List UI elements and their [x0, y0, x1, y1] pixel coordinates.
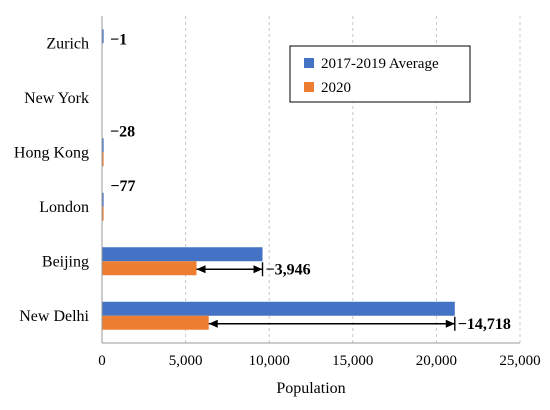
difference-label: −28 [110, 123, 135, 140]
category-label: Zurich [46, 35, 89, 52]
bar-baseline-average [102, 192, 104, 207]
category-label: London [39, 199, 89, 216]
difference-arrow-head [253, 265, 263, 274]
difference-label: −3,946 [266, 261, 311, 278]
legend-swatch [304, 82, 314, 92]
bar-baseline-average [102, 301, 455, 316]
difference-arrow-head [196, 265, 206, 274]
bar-baseline-average [102, 247, 263, 262]
x-tick-label: 25,000 [499, 353, 540, 369]
x-axis-title: Population [276, 380, 345, 397]
x-tick-label: 0 [98, 353, 106, 369]
bar-year-2020 [102, 206, 104, 221]
bar-year-2020 [102, 315, 209, 330]
bars [102, 29, 455, 330]
category-label: Hong Kong [14, 144, 89, 161]
x-tick-label: 5,000 [169, 353, 203, 369]
x-tick-label: 10,000 [249, 353, 290, 369]
bar-year-2020 [102, 261, 197, 276]
legend-box [289, 45, 471, 103]
legend-swatch [304, 58, 314, 68]
x-tick-label: 20,000 [416, 353, 457, 369]
x-tick-label: 15,000 [332, 353, 373, 369]
category-label: New York [24, 90, 89, 107]
difference-annotations: −1 −28 −77 −3,946 −14,718 [110, 31, 511, 333]
category-label: New Delhi [19, 308, 89, 325]
axes: Zurich New York Hong Kong London Beijing New … [14, 16, 541, 397]
legend-entry: 2020 [321, 80, 351, 96]
difference-label: −77 [110, 178, 135, 195]
bar-year-2020 [102, 152, 104, 167]
legend-entry: 2017-2019 Average [321, 56, 439, 72]
bar-baseline-average [102, 29, 104, 44]
difference-arrow-head [208, 319, 218, 328]
difference-label: −1 [110, 31, 127, 48]
difference-label: −14,718 [458, 316, 511, 333]
bar-baseline-average [102, 138, 104, 153]
category-label: Beijing [42, 253, 89, 270]
difference-arrow-head [445, 319, 455, 328]
legend: 2017-2019 Average 2020 [289, 45, 471, 103]
